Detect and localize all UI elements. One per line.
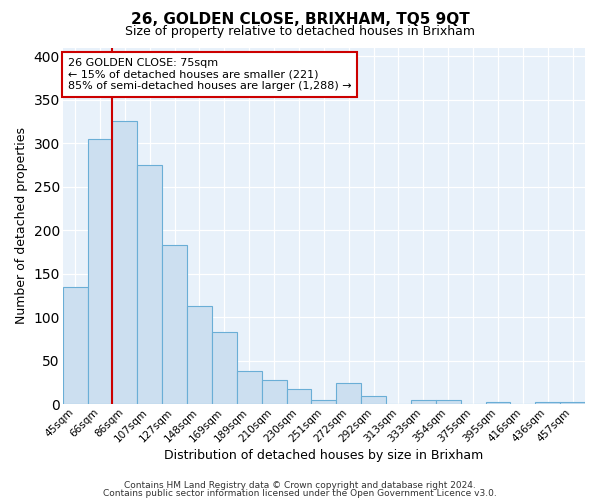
Text: 26 GOLDEN CLOSE: 75sqm
← 15% of detached houses are smaller (221)
85% of semi-de: 26 GOLDEN CLOSE: 75sqm ← 15% of detached… (68, 58, 352, 91)
Bar (162, 245, 187, 404)
Bar (187, 306, 212, 404)
Bar (361, 396, 386, 404)
Bar (63, 287, 88, 405)
Bar (436, 400, 461, 404)
Bar (485, 402, 511, 404)
Text: Contains public sector information licensed under the Open Government Licence v3: Contains public sector information licen… (103, 490, 497, 498)
Bar (336, 382, 361, 404)
Bar (535, 402, 560, 404)
Bar (88, 139, 112, 404)
Bar (311, 400, 336, 404)
Bar (212, 332, 237, 404)
Text: 26, GOLDEN CLOSE, BRIXHAM, TQ5 9QT: 26, GOLDEN CLOSE, BRIXHAM, TQ5 9QT (131, 12, 469, 26)
Bar (287, 388, 311, 404)
Bar (560, 402, 585, 404)
Y-axis label: Number of detached properties: Number of detached properties (15, 128, 28, 324)
X-axis label: Distribution of detached houses by size in Brixham: Distribution of detached houses by size … (164, 450, 484, 462)
Bar (137, 165, 162, 404)
Text: Contains HM Land Registry data © Crown copyright and database right 2024.: Contains HM Land Registry data © Crown c… (124, 481, 476, 490)
Bar (237, 371, 262, 404)
Bar (411, 400, 436, 404)
Bar (112, 122, 137, 405)
Text: Size of property relative to detached houses in Brixham: Size of property relative to detached ho… (125, 25, 475, 38)
Bar (262, 380, 287, 404)
